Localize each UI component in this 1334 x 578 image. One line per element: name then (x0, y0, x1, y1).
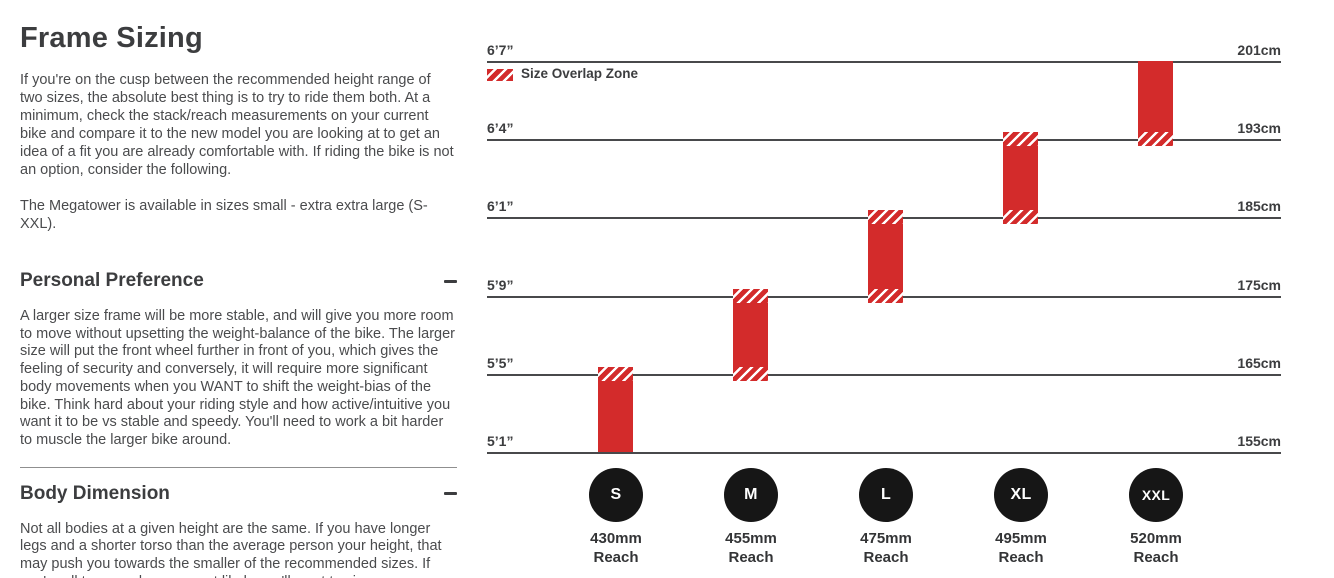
reach-label-s: 430mm Reach (566, 529, 666, 567)
size-overlap-hatch-icon (487, 69, 513, 81)
reach-label-xl: 495mm Reach (971, 529, 1071, 567)
reach-value: 520mm (1130, 530, 1182, 547)
size-letter: S (610, 486, 622, 503)
page-title: Frame Sizing (20, 22, 203, 54)
height-label-metric: 155cm (1237, 433, 1281, 449)
height-label-imperial: 6’7” (487, 42, 514, 58)
reach-value: 495mm (995, 530, 1047, 547)
height-label-metric: 175cm (1237, 277, 1281, 293)
size-circle-m: M (724, 468, 778, 522)
minus-icon[interactable] (444, 279, 457, 283)
height-label-metric: 201cm (1237, 42, 1281, 58)
height-label-imperial: 5’9” (487, 277, 514, 293)
legend-label: Size Overlap Zone (521, 66, 639, 81)
height-gridline (487, 139, 1281, 141)
overlap-hatch-top (868, 210, 903, 224)
height-label-imperial: 6’1” (487, 198, 514, 214)
intro-paragraph: If you're on the cusp between the recomm… (20, 72, 454, 178)
overlap-hatch-bottom (1138, 132, 1173, 146)
size-letter: L (880, 486, 892, 503)
size-bar-l (868, 210, 903, 303)
size-letter: XL (1010, 486, 1032, 503)
minus-icon[interactable] (444, 492, 457, 496)
reach-caption: Reach (728, 549, 774, 566)
size-bar-xxl (1138, 61, 1173, 146)
reach-value: 430mm (590, 530, 642, 547)
size-circle-xxl: XXL (1129, 468, 1183, 522)
height-gridline (487, 61, 1281, 63)
height-label-metric: 193cm (1237, 120, 1281, 136)
size-letter: M (744, 486, 758, 503)
section-title-personal-preference: Personal Preference (20, 270, 204, 291)
overlap-hatch-bottom (1003, 210, 1038, 224)
reach-label-m: 455mm Reach (701, 529, 801, 567)
personal-preference-body: A larger size frame will be more stable,… (20, 308, 455, 448)
reach-caption: Reach (593, 549, 639, 566)
height-label-imperial: 6’4” (487, 120, 514, 136)
section-title-body-dimension: Body Dimension (20, 482, 170, 504)
height-label-metric: 185cm (1237, 198, 1281, 214)
height-gridline (487, 452, 1281, 454)
reach-caption: Reach (863, 549, 909, 566)
overlap-hatch-top (598, 367, 633, 381)
left-column: Frame Sizing If you're on the cusp betwe… (20, 22, 457, 578)
body-dimension-body: Not all bodies at a given height are the… (20, 520, 442, 578)
reach-label-xxl: 520mm Reach (1106, 529, 1206, 567)
size-circle-xl: XL (994, 468, 1048, 522)
height-gridline (487, 374, 1281, 376)
overlap-hatch-top (733, 289, 768, 303)
overlap-hatch-top (1003, 132, 1038, 146)
size-circle-l: L (859, 468, 913, 522)
reach-value: 455mm (725, 530, 777, 547)
availability-paragraph: The Megatower is available in sizes smal… (20, 198, 428, 232)
reach-caption: Reach (998, 549, 1044, 566)
size-circle-s: S (589, 468, 643, 522)
height-label-imperial: 5’1” (487, 433, 514, 449)
reach-caption: Reach (1133, 549, 1179, 566)
size-bar-s (598, 367, 633, 452)
size-bar-m (733, 289, 768, 381)
size-letter: XXL (1141, 487, 1171, 503)
accordion-header-personal-preference[interactable]: Personal Preference (20, 270, 457, 292)
height-label-metric: 165cm (1237, 355, 1281, 371)
reach-value: 475mm (860, 530, 912, 547)
reach-label-l: 475mm Reach (836, 529, 936, 567)
size-bar-xl (1003, 132, 1038, 224)
height-label-imperial: 5’5” (487, 355, 514, 371)
accordion-header-body-dimension[interactable]: Body Dimension (20, 483, 457, 505)
overlap-hatch-bottom (868, 289, 903, 303)
section-divider (20, 466, 457, 468)
overlap-hatch-bottom (733, 367, 768, 381)
